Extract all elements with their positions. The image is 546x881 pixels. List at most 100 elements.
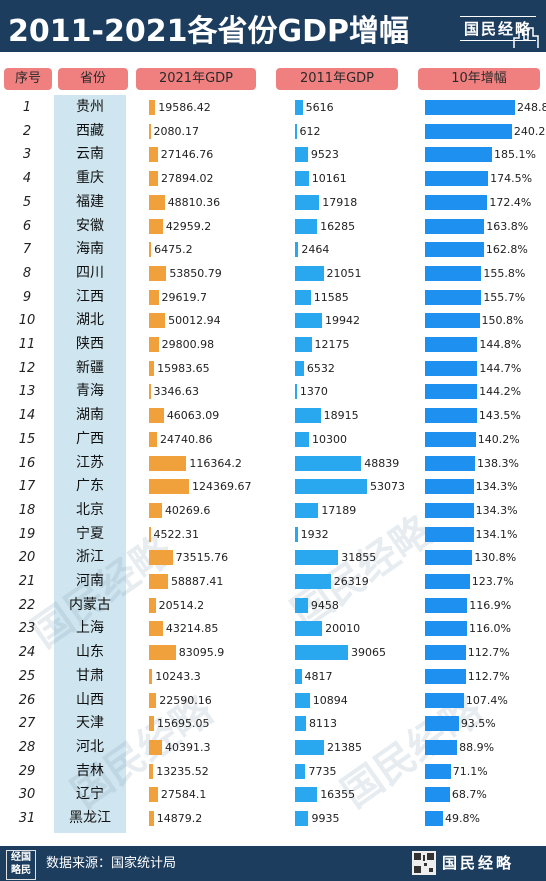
value-label-growth: 140.2% <box>477 432 520 446</box>
rank-label: 2 <box>22 123 32 139</box>
bar-gdp2021 <box>149 502 162 518</box>
table-row: 27 天津 15695.05 8113 93.5% <box>0 712 546 735</box>
column-header-gdp2021: 2021年GDP <box>136 68 256 90</box>
bar-growth <box>425 100 515 115</box>
value-label-gdp2011: 19942 <box>325 314 361 328</box>
value-label-growth: 88.9% <box>459 740 495 754</box>
bar-gdp2011 <box>295 265 324 281</box>
value-label-gdp2011: 48839 <box>364 456 400 470</box>
table-row: 14 湖南 46063.09 18915 143.5% <box>0 404 546 427</box>
value-label-gdp2021: 43214.85 <box>165 622 219 636</box>
bar-gdp2021 <box>149 763 154 779</box>
rank-label: 17 <box>18 479 36 495</box>
value-label-growth: 49.8% <box>445 812 480 825</box>
bar-growth <box>425 171 489 187</box>
rank-label: 26 <box>18 692 36 708</box>
bar-gdp2011 <box>295 526 298 542</box>
table-row: 4 重庆 27894.02 10161 174.5% <box>0 167 546 190</box>
rank-label: 19 <box>18 526 36 542</box>
value-label-gdp2011: 21051 <box>326 266 362 280</box>
value-label-growth: 240.2% <box>513 124 546 138</box>
province-label: 福建 <box>76 193 104 210</box>
value-label-growth: 134.1% <box>475 527 518 541</box>
bar-growth <box>425 123 512 139</box>
value-label-gdp2011: 21385 <box>327 740 362 754</box>
province-label: 宁夏 <box>76 525 104 542</box>
table-row: 31 黑龙江 14879.2 9935 49.8% <box>0 807 546 830</box>
rank-label: 5 <box>22 194 32 210</box>
bar-gdp2011 <box>295 692 310 708</box>
value-label-gdp2011: 20010 <box>325 622 361 636</box>
bar-growth <box>425 597 468 613</box>
brand-logo: 国民经略 <box>459 16 536 41</box>
bar-growth <box>425 716 459 732</box>
value-label-gdp2021: 19586.42 <box>158 101 211 114</box>
value-label-growth: 248.8% <box>517 101 546 114</box>
header-bar: 2011-2021各省份GDP增幅 国民经略 <box>0 0 546 52</box>
value-label-growth: 174.5% <box>490 172 533 186</box>
province-label: 西藏 <box>76 122 104 139</box>
table-row: 15 广西 24740.86 10300 140.2% <box>0 428 546 451</box>
value-label-growth: 130.8% <box>474 551 517 565</box>
bar-gdp2021 <box>149 218 163 234</box>
bar-gdp2021 <box>149 526 151 542</box>
value-label-gdp2021: 29800.98 <box>161 338 215 351</box>
value-label-growth: 144.2% <box>479 385 522 399</box>
value-label-growth: 155.8% <box>483 266 526 280</box>
value-label-growth: 134.3% <box>475 503 518 517</box>
table-row: 23 上海 43214.85 20010 116.0% <box>0 617 546 640</box>
value-label-gdp2011: 39065 <box>350 646 386 660</box>
bar-gdp2011 <box>295 194 320 210</box>
value-label-gdp2021: 10243.3 <box>155 669 201 683</box>
bar-growth <box>425 265 482 281</box>
value-label-growth: 163.8% <box>486 219 529 233</box>
bar-gdp2021 <box>149 360 155 376</box>
bar-gdp2011 <box>295 550 339 566</box>
value-label-gdp2011: 31855 <box>341 551 377 565</box>
province-label: 甘肃 <box>76 667 104 684</box>
bar-growth <box>425 431 476 447</box>
value-label-gdp2021: 6475.2 <box>154 243 193 257</box>
province-label: 吉林 <box>76 762 104 779</box>
value-label-growth: 93.5% <box>460 717 496 731</box>
value-label-growth: 144.8% <box>479 338 522 351</box>
value-label-gdp2011: 7735 <box>308 764 337 778</box>
province-label: 湖北 <box>76 312 104 329</box>
rank-label: 20 <box>18 550 36 566</box>
bar-growth <box>425 574 470 589</box>
table-row: 10 湖北 50012.94 19942 150.8% <box>0 309 546 332</box>
value-label-gdp2011: 11585 <box>313 290 349 304</box>
bar-growth <box>425 147 492 163</box>
value-label-gdp2011: 26319 <box>333 575 369 588</box>
value-label-gdp2021: 73515.76 <box>175 551 229 565</box>
value-label-gdp2021: 2080.17 <box>153 124 200 138</box>
province-label: 四川 <box>76 264 104 281</box>
bar-gdp2021 <box>149 668 153 684</box>
bar-gdp2021 <box>149 621 163 637</box>
bar-gdp2021 <box>149 337 159 352</box>
rank-label: 28 <box>18 739 36 755</box>
bar-gdp2011 <box>295 739 324 755</box>
value-label-gdp2021: 3346.63 <box>153 385 200 399</box>
bar-growth <box>425 787 450 803</box>
value-label-gdp2021: 4522.31 <box>153 527 200 541</box>
column-header-gdp2011: 2011年GDP <box>276 68 398 90</box>
value-label-gdp2011: 16355 <box>320 788 356 802</box>
province-label: 天津 <box>76 715 104 732</box>
value-label-gdp2021: 15983.65 <box>157 361 210 375</box>
bar-gdp2021 <box>149 692 157 708</box>
value-label-gdp2011: 2464 <box>301 243 330 257</box>
value-label-gdp2021: 13235.52 <box>156 764 209 778</box>
bar-gdp2011 <box>295 668 302 684</box>
value-label-gdp2011: 9523 <box>310 148 339 162</box>
rank-label: 6 <box>22 218 32 234</box>
rank-label: 22 <box>18 597 36 613</box>
value-label-growth: 143.5% <box>478 409 521 423</box>
bar-gdp2021 <box>149 645 176 661</box>
bar-growth <box>425 763 451 779</box>
province-label: 青海 <box>76 383 104 400</box>
footer-logo: 经国略民 <box>6 850 36 880</box>
value-label-growth: 134.3% <box>475 480 518 494</box>
table-row: 21 河南 58887.41 26319 123.7% <box>0 570 546 593</box>
value-label-gdp2021: 27894.02 <box>160 172 214 186</box>
